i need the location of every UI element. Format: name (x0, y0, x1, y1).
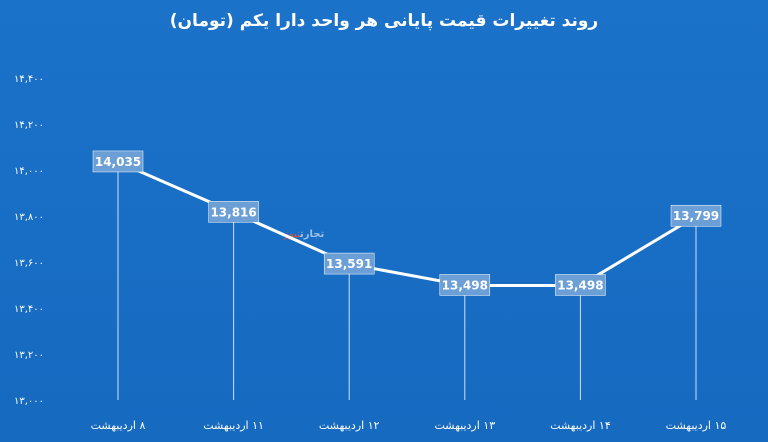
y-tick-label: ۱۳,۸۰۰ (14, 212, 44, 223)
y-tick-label: ۱۴,۲۰۰ (14, 120, 44, 131)
data-label-box (439, 274, 491, 296)
y-tick-label: ۱۳,۰۰۰ (14, 396, 44, 407)
watermark: تجارتنیوز (284, 229, 324, 240)
x-tick-label: ۱۱ اردیبهشت (203, 419, 264, 432)
watermark-prefix: تجارت (300, 229, 325, 240)
data-label: 13,799 (673, 209, 719, 223)
y-tick-label: ۱۴,۴۰۰ (14, 74, 44, 85)
data-label-box (555, 274, 606, 296)
data-label-box (208, 201, 259, 223)
data-label-box (323, 252, 375, 275)
x-tick-label: ۱۵ اردیبهشت (666, 419, 727, 432)
x-tick-label: ۱۳ اردیبهشت (434, 419, 495, 432)
series-line (117, 160, 697, 287)
data-label-box (92, 150, 144, 173)
data-label: 14,035 (95, 155, 141, 169)
data-label: 13,591 (326, 257, 372, 271)
y-tick-label: ۱۳,۴۰۰ (14, 304, 44, 315)
x-tick-label: ۱۲ اردیبهشت (319, 419, 380, 432)
x-tick-label: ۸ اردیبهشت (91, 419, 146, 432)
data-label: 13,498 (442, 278, 488, 292)
watermark-brand: نیوز (284, 229, 301, 240)
x-tick-label: ۱۴ اردیبهشت (550, 419, 611, 432)
data-label: 13,498 (557, 278, 603, 292)
data-label-box (670, 204, 722, 227)
y-tick-label: ۱۳,۶۰۰ (14, 258, 44, 269)
y-tick-label: ۱۳,۲۰۰ (14, 350, 44, 361)
y-tick-label: ۱۴,۰۰۰ (14, 166, 44, 177)
data-label: 13,816 (210, 205, 256, 219)
chart-title: روند تغییرات قیمت پایانی هر واحد دارا یک… (169, 11, 599, 31)
